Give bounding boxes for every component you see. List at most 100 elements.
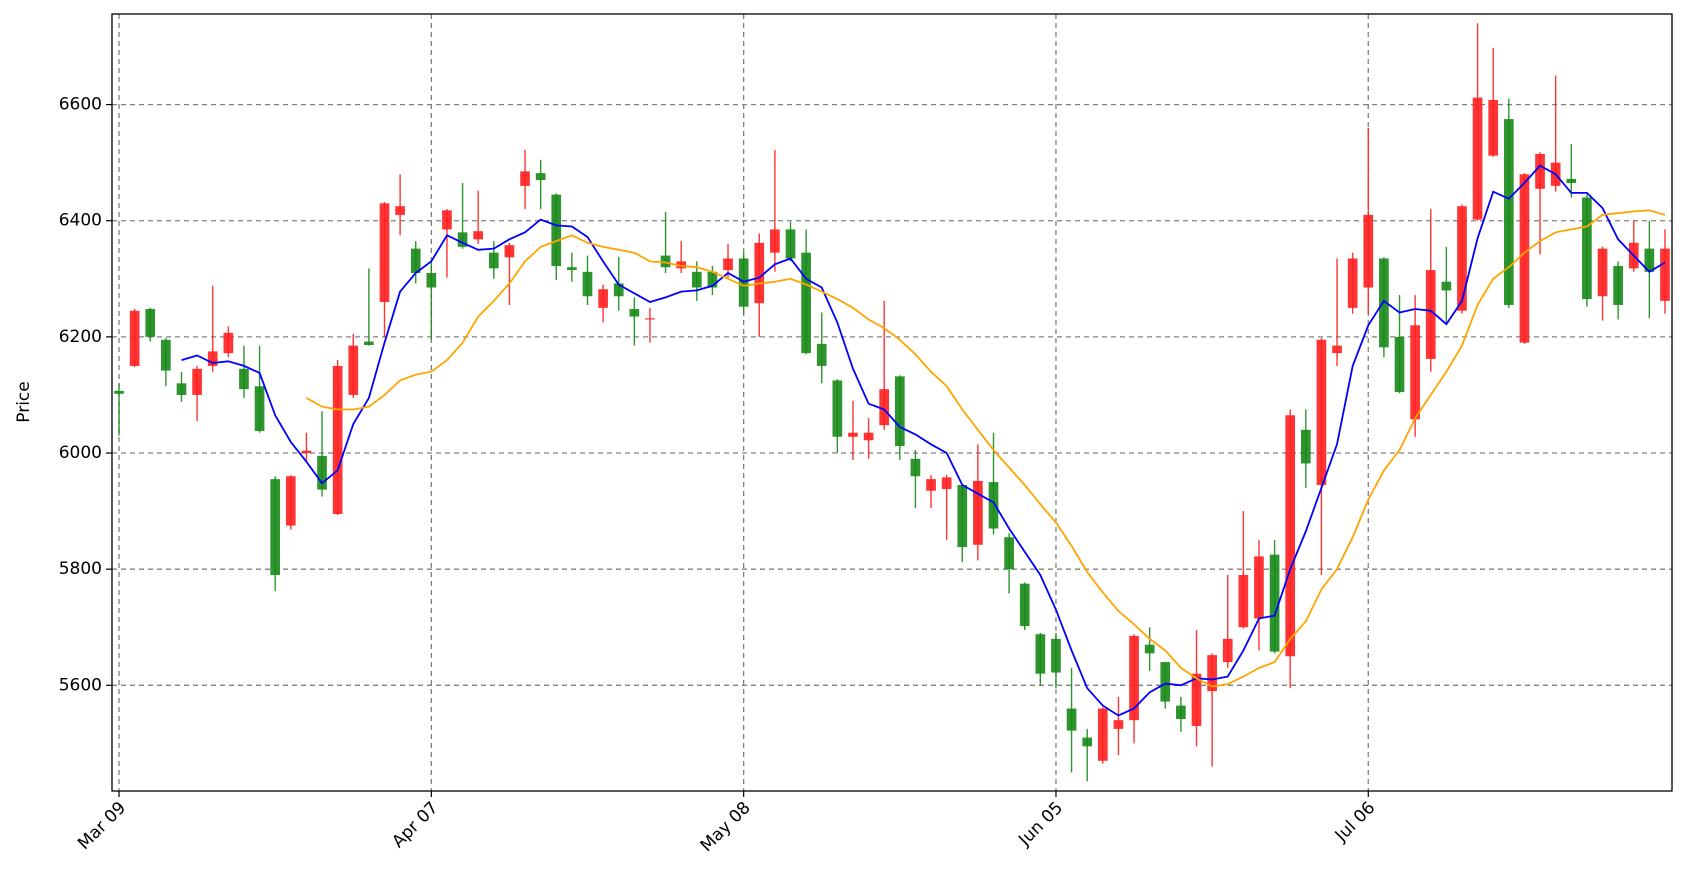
candle-body (894, 376, 905, 447)
candle-body (551, 194, 562, 267)
candle-body (1347, 258, 1358, 308)
candle-body (488, 252, 499, 269)
candle-body (1238, 574, 1249, 628)
candle-body (660, 255, 671, 268)
plot-frame (111, 13, 1673, 792)
candle-body (988, 482, 999, 529)
candle-body (535, 173, 546, 181)
candle-body (1566, 178, 1577, 183)
candle-body (645, 318, 655, 320)
candle-body (863, 432, 874, 441)
x-tick-label: Jun 05 (1014, 798, 1067, 851)
candle-body (770, 229, 780, 253)
candle-body (1613, 266, 1623, 305)
candle-body (1394, 336, 1405, 393)
candle-body (691, 271, 702, 288)
candle-body (816, 343, 827, 366)
candle-body (301, 450, 312, 454)
candle-body (1019, 583, 1030, 627)
candle-body (1457, 206, 1467, 311)
candle-body (1160, 662, 1171, 702)
candle-body (1191, 673, 1202, 726)
y-tick-label: 6600 (59, 95, 102, 115)
candle-body (832, 380, 843, 437)
candle-body (1425, 270, 1436, 359)
x-tick-label: Jul 06 (1331, 798, 1379, 846)
moving-average-line (305, 209, 1666, 688)
candle-body (1207, 655, 1217, 692)
candle-body (1363, 214, 1374, 288)
candle-body (270, 479, 281, 575)
candle-body (801, 252, 811, 354)
candle-body (504, 245, 515, 258)
candle-body (754, 242, 765, 304)
y-tick-label: 6400 (59, 211, 102, 231)
candle-body (1004, 537, 1014, 570)
candle-body (192, 368, 202, 395)
candle-body (1176, 705, 1186, 719)
candle-body (1582, 197, 1592, 300)
candle-body (1051, 638, 1061, 673)
candle-body (848, 432, 858, 437)
candle-body (926, 479, 936, 491)
candle-body (957, 484, 968, 548)
candle-body (239, 368, 249, 390)
candle-body (613, 283, 624, 297)
candle-body (410, 248, 421, 273)
candle-body (1644, 248, 1655, 272)
candle-body (207, 351, 218, 366)
candle-body (1597, 248, 1608, 297)
y-tick-label: 6000 (59, 443, 102, 463)
candle-body (1082, 737, 1093, 747)
x-tick-label: Apr 07 (388, 798, 442, 852)
candle-body (317, 455, 327, 490)
candle-body (1066, 708, 1077, 731)
candle-body (723, 258, 733, 271)
x-tick-label: Mar 09 (74, 798, 130, 854)
y-axis-label: Price (14, 381, 34, 422)
candle-body (442, 210, 452, 230)
candle-body (426, 273, 437, 288)
candle-body (1660, 248, 1670, 301)
candle-body (332, 365, 343, 514)
candle-body (176, 383, 187, 395)
candle-body (114, 390, 124, 394)
candle-body (145, 309, 156, 337)
candle-body (910, 458, 921, 477)
candle-body (473, 231, 484, 240)
candle-body (629, 309, 640, 317)
candle-body (161, 339, 171, 371)
candle-body (582, 271, 593, 297)
candle-body (598, 289, 608, 308)
candle-body (457, 232, 468, 247)
candle-body (707, 271, 718, 288)
candle-body (1144, 644, 1155, 654)
candle-body (941, 477, 952, 490)
candle-body (567, 267, 577, 271)
x-tick-label: May 08 (697, 798, 755, 856)
candle-body (1379, 258, 1389, 348)
candle-body (364, 341, 374, 346)
candle-body (348, 345, 359, 395)
candle-body (1269, 554, 1280, 652)
candle-body (1254, 556, 1264, 619)
candle-body (1035, 634, 1046, 674)
candle-body (1129, 635, 1139, 721)
candle-body (1519, 174, 1530, 343)
candle-body (1535, 153, 1545, 189)
candle-body (520, 171, 530, 186)
candle-body (254, 386, 265, 431)
candle-body (973, 480, 983, 545)
y-tick-label: 5600 (59, 675, 102, 695)
candle-body (395, 206, 405, 215)
candle-body (1285, 415, 1296, 657)
moving-average-line (181, 164, 1666, 717)
candle-body (129, 310, 140, 366)
candle-body (1222, 638, 1233, 663)
y-tick-label: 6200 (59, 327, 102, 347)
candle-body (785, 229, 796, 259)
candle-body (1488, 99, 1499, 156)
candle-body (223, 332, 234, 354)
candle-body (285, 476, 296, 526)
